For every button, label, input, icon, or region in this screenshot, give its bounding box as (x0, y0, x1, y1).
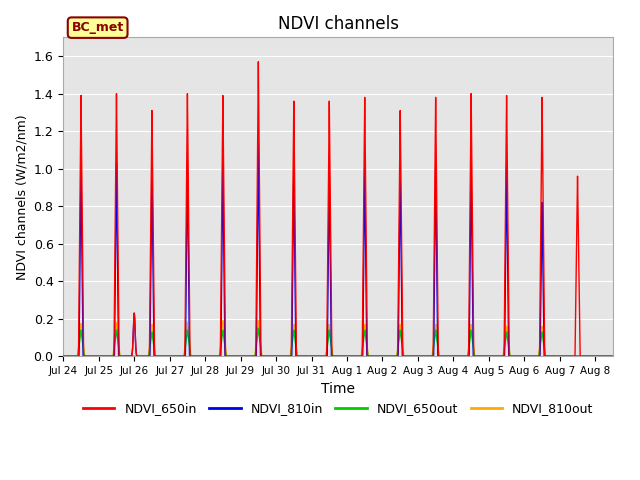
Text: BC_met: BC_met (72, 21, 124, 34)
Title: NDVI channels: NDVI channels (278, 15, 399, 33)
X-axis label: Time: Time (321, 382, 355, 396)
Legend: NDVI_650in, NDVI_810in, NDVI_650out, NDVI_810out: NDVI_650in, NDVI_810in, NDVI_650out, NDV… (78, 397, 598, 420)
Y-axis label: NDVI channels (W/m2/nm): NDVI channels (W/m2/nm) (15, 114, 28, 280)
